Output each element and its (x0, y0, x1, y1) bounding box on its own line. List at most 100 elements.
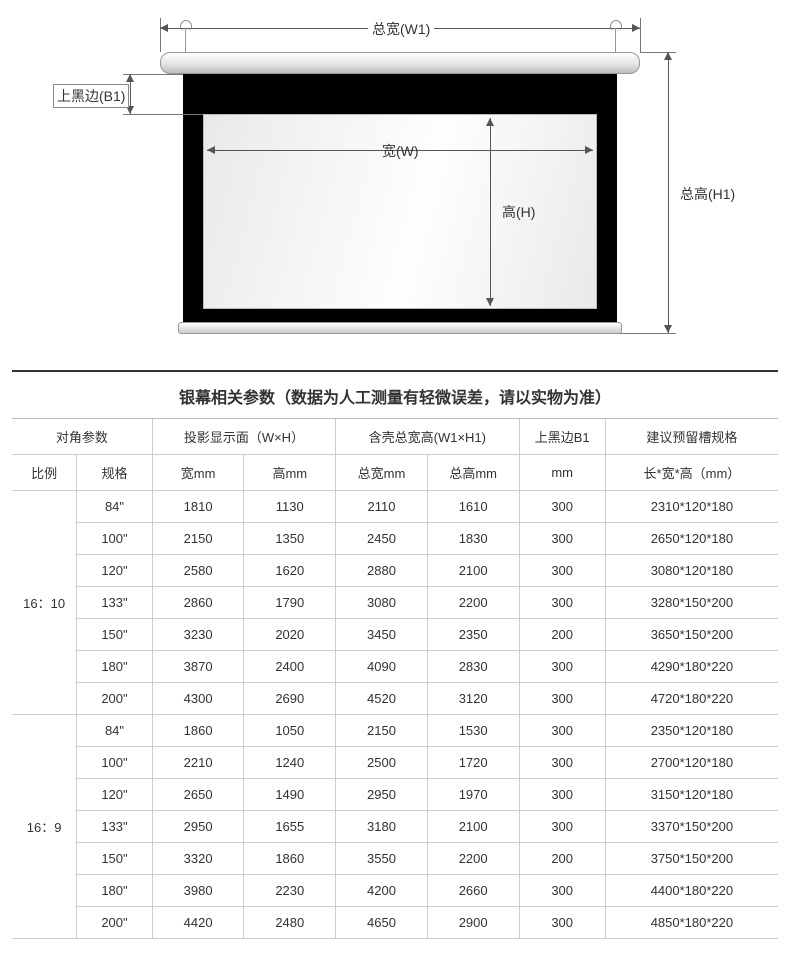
cell-w: 2950 (152, 811, 244, 843)
cell-h: 1490 (244, 779, 336, 811)
table-row: 100"22101240250017203002700*120*180 (12, 747, 778, 779)
cell-h1: 2200 (427, 843, 519, 875)
cell-slot: 4290*180*220 (605, 651, 778, 683)
cell-spec: 100" (77, 747, 153, 779)
cell-b1: 300 (519, 715, 605, 747)
cell-h1: 3120 (427, 683, 519, 715)
header-sub-row: 比例 规格 宽mm 高mm 总宽mm 总高mm mm 长*宽*高（mm） (12, 455, 778, 491)
dim-h1-line (668, 52, 669, 333)
table-title: 银幕相关参数（数据为人工测量有轻微误差，请以实物为准） (12, 370, 778, 419)
cell-h: 1790 (244, 587, 336, 619)
hanger-left (185, 28, 186, 54)
cell-b1: 300 (519, 587, 605, 619)
cell-w: 2580 (152, 555, 244, 587)
cell-spec: 200" (77, 683, 153, 715)
cell-b1: 300 (519, 811, 605, 843)
cell-w1: 2450 (336, 523, 428, 555)
cell-w: 1860 (152, 715, 244, 747)
cell-w1: 4090 (336, 651, 428, 683)
dim-w1-label: 总宽(W1) (368, 19, 434, 39)
table-row: 16：1084"18101130211016103002310*120*180 (12, 491, 778, 523)
cell-b1: 300 (519, 683, 605, 715)
header-group-row: 对角参数 投影显示面（W×H） 含壳总宽高(W1×H1) 上黑边B1 建议预留槽… (12, 419, 778, 455)
cell-w1: 2150 (336, 715, 428, 747)
table-row: 100"21501350245018303002650*120*180 (12, 523, 778, 555)
cell-spec: 133" (77, 811, 153, 843)
cell-spec: 84" (77, 715, 153, 747)
cell-spec: 180" (77, 651, 153, 683)
cell-slot: 3150*120*180 (605, 779, 778, 811)
cell-w1: 4200 (336, 875, 428, 907)
cell-w1: 3080 (336, 587, 428, 619)
hdr-h1: 总高mm (427, 455, 519, 491)
cell-spec: 150" (77, 619, 153, 651)
cell-b1: 200 (519, 619, 605, 651)
cell-b1: 300 (519, 875, 605, 907)
dim-h-label: 高(H) (498, 202, 539, 222)
cell-w1: 3550 (336, 843, 428, 875)
cell-b1: 300 (519, 747, 605, 779)
cell-spec: 120" (77, 555, 153, 587)
cell-slot: 3750*150*200 (605, 843, 778, 875)
cell-h: 1620 (244, 555, 336, 587)
hdr-diag: 对角参数 (12, 419, 152, 455)
cell-slot: 2700*120*180 (605, 747, 778, 779)
cell-ratio: 16：10 (12, 491, 77, 715)
cell-b1: 300 (519, 779, 605, 811)
hdr-display: 投影显示面（W×H） (152, 419, 335, 455)
hdr-ratio: 比例 (12, 455, 77, 491)
cell-slot: 4850*180*220 (605, 907, 778, 939)
cell-h: 1860 (244, 843, 336, 875)
cell-h1: 2100 (427, 811, 519, 843)
cell-w: 3320 (152, 843, 244, 875)
hdr-slot-sub: 长*宽*高（mm） (605, 455, 778, 491)
table-row: 150"32302020345023502003650*150*200 (12, 619, 778, 651)
cell-slot: 4720*180*220 (605, 683, 778, 715)
table-row: 150"33201860355022002003750*150*200 (12, 843, 778, 875)
hdr-overall: 含壳总宽高(W1×H1) (336, 419, 519, 455)
cell-slot: 3650*150*200 (605, 619, 778, 651)
cell-h1: 2350 (427, 619, 519, 651)
cell-h1: 2900 (427, 907, 519, 939)
cell-spec: 120" (77, 779, 153, 811)
cell-b1: 300 (519, 651, 605, 683)
cell-w: 3980 (152, 875, 244, 907)
cell-slot: 2350*120*180 (605, 715, 778, 747)
hdr-slot: 建议预留槽规格 (605, 419, 778, 455)
screen-dimension-diagram: 总宽(W1) 上黑边(B1) 宽(W) 高(H) 总高(H1) (0, 0, 790, 370)
hdr-b1: mm (519, 455, 605, 491)
table-row: 180"39802230420026603004400*180*220 (12, 875, 778, 907)
cell-slot: 3370*150*200 (605, 811, 778, 843)
ext-line (640, 18, 641, 52)
cell-w: 4300 (152, 683, 244, 715)
cell-w: 2650 (152, 779, 244, 811)
table-row: 200"43002690452031203004720*180*220 (12, 683, 778, 715)
cell-w1: 4650 (336, 907, 428, 939)
screen-housing (160, 52, 640, 74)
cell-w: 2150 (152, 523, 244, 555)
table-row: 180"38702400409028303004290*180*220 (12, 651, 778, 683)
cell-w1: 3450 (336, 619, 428, 651)
cell-h: 2690 (244, 683, 336, 715)
cell-slot: 2650*120*180 (605, 523, 778, 555)
cell-w1: 2110 (336, 491, 428, 523)
cell-spec: 133" (77, 587, 153, 619)
cell-w: 3230 (152, 619, 244, 651)
cell-slot: 3280*150*200 (605, 587, 778, 619)
dim-b1-line (130, 74, 131, 114)
cell-slot: 3080*120*180 (605, 555, 778, 587)
cell-h: 1655 (244, 811, 336, 843)
cell-h: 2400 (244, 651, 336, 683)
cell-h1: 1720 (427, 747, 519, 779)
hdr-h: 高mm (244, 455, 336, 491)
screen-bottom-bar (178, 322, 622, 334)
spec-table: 对角参数 投影显示面（W×H） 含壳总宽高(W1×H1) 上黑边B1 建议预留槽… (12, 419, 778, 939)
cell-w1: 4520 (336, 683, 428, 715)
cell-w1: 2500 (336, 747, 428, 779)
dim-h1-label: 总高(H1) (676, 184, 739, 204)
cell-w: 2210 (152, 747, 244, 779)
cell-h: 1240 (244, 747, 336, 779)
cell-spec: 100" (77, 523, 153, 555)
hanger-right (615, 28, 616, 54)
cell-h1: 2100 (427, 555, 519, 587)
